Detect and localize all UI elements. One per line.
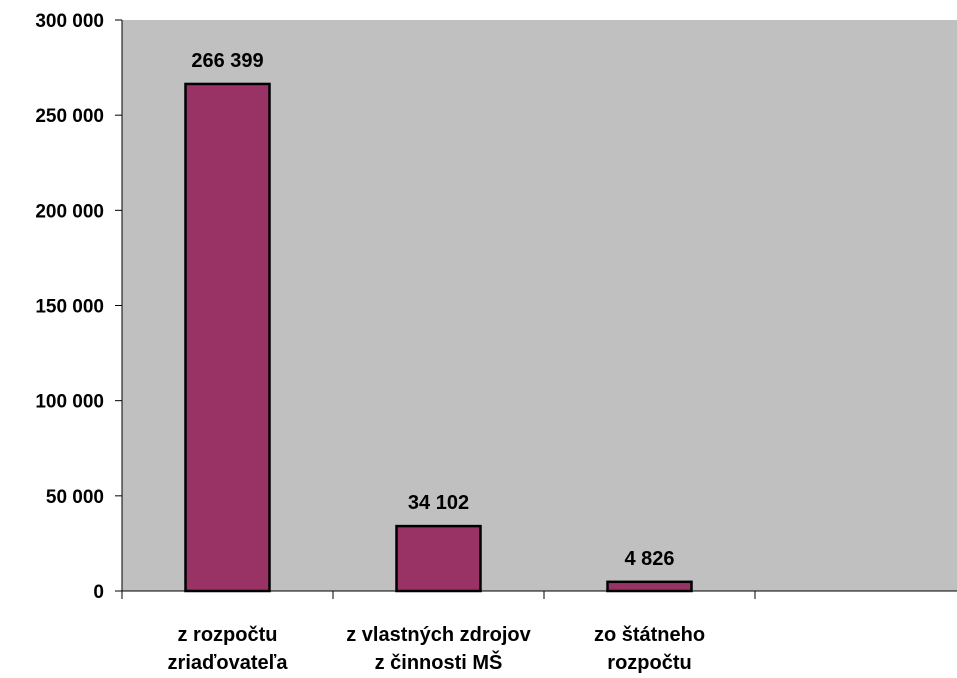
data-labels: 266 399 34 102 4 826 <box>191 50 674 570</box>
category-label: zo štátneho <box>594 624 705 646</box>
y-tick-label: 300 000 <box>35 11 104 32</box>
y-axis: 0 50 000 100 000 150 000 200 000 250 000 300 0… <box>35 11 123 603</box>
bar <box>395 524 482 593</box>
y-tick-label: 250 000 <box>35 106 104 127</box>
data-label: 4 826 <box>624 548 674 570</box>
y-tick-label: 0 <box>93 582 104 603</box>
y-tick-label: 150 000 <box>35 297 104 318</box>
bars <box>184 82 693 593</box>
category-label: z rozpočtu <box>178 624 278 646</box>
category-label: z vlastných zdrojov <box>346 624 531 646</box>
category-label: z činnosti MŠ <box>375 650 503 674</box>
category-labels: z rozpočtu zriaďovateľa z vlastných zdrojo… <box>168 624 706 674</box>
y-tick-label: 50 000 <box>46 487 104 508</box>
y-tick-label: 200 000 <box>35 201 104 222</box>
category-label: rozpočtu <box>607 652 691 674</box>
category-label: zriaďovateľa <box>168 652 289 674</box>
data-label: 266 399 <box>191 50 263 72</box>
bar <box>606 580 693 593</box>
y-tick-label: 100 000 <box>35 392 104 413</box>
bar <box>184 82 271 593</box>
data-label: 34 102 <box>408 492 469 514</box>
